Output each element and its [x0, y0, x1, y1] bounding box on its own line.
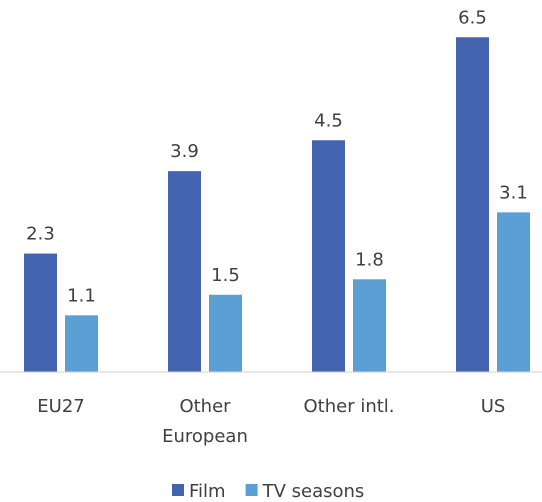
data-label: 1.5 — [211, 265, 240, 286]
x-tick-label: Other European — [162, 396, 248, 447]
bar — [353, 279, 386, 372]
data-label: 3.9 — [170, 141, 199, 162]
legend-swatch — [172, 484, 184, 496]
data-label: 4.5 — [314, 110, 343, 131]
data-label: 3.1 — [499, 182, 528, 203]
bar — [497, 212, 530, 372]
x-tick-label: EU27 — [37, 396, 85, 417]
bar — [65, 315, 98, 372]
legend-label: TV seasons — [262, 481, 365, 502]
legend-label: Film — [189, 481, 226, 502]
bar — [168, 171, 201, 372]
bar — [209, 294, 242, 372]
x-tick-label: US — [480, 396, 506, 417]
bar — [456, 37, 489, 372]
bar — [312, 140, 345, 372]
data-label: 2.3 — [26, 224, 55, 245]
data-label: 6.5 — [458, 7, 487, 28]
data-label: 1.8 — [355, 249, 384, 270]
bar — [24, 253, 57, 372]
x-tick-label: Other intl. — [303, 396, 395, 417]
legend-swatch — [245, 484, 258, 496]
data-label: 1.1 — [67, 285, 96, 306]
